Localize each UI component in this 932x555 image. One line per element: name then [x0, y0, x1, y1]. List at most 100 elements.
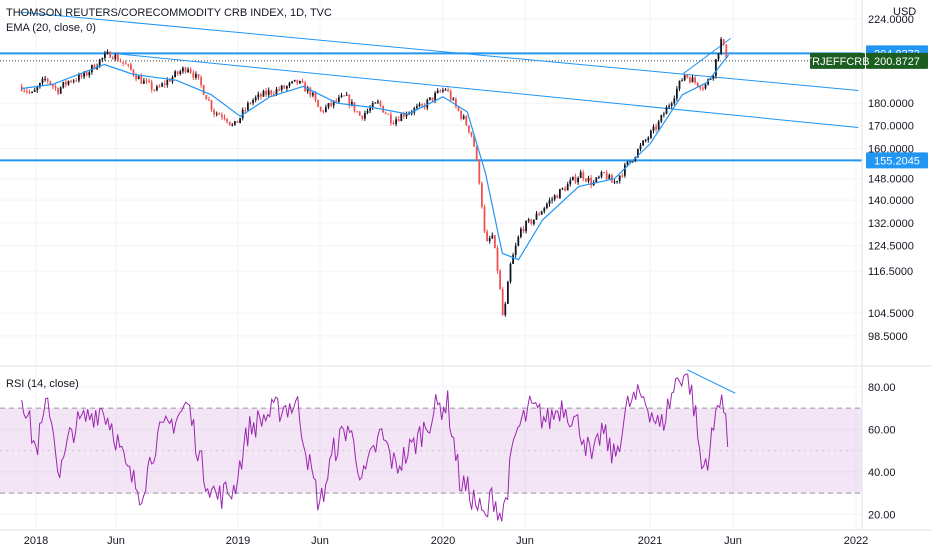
candle-body	[155, 86, 158, 91]
candle-body	[111, 57, 114, 59]
candle-body	[181, 67, 184, 72]
price-tick-label: 116.5000	[868, 266, 913, 278]
candle-body	[688, 77, 691, 83]
candle-body	[548, 200, 551, 204]
x-tick-label: Jun	[311, 535, 329, 547]
currency-label: USD	[893, 6, 917, 18]
candle-body	[114, 54, 117, 59]
candle-body	[467, 125, 470, 133]
candle-body	[218, 113, 221, 115]
candle-body	[31, 91, 33, 93]
price-trendline	[682, 37, 732, 75]
candle-body	[293, 79, 296, 82]
candle-body	[25, 90, 28, 92]
candle-body	[655, 126, 657, 130]
price-tick-label: 170.0000	[868, 120, 914, 132]
candle-body	[51, 84, 54, 87]
price-tick-label: 104.5000	[868, 308, 914, 320]
candle-body	[473, 135, 475, 147]
candle-body	[418, 104, 421, 107]
candle-body	[345, 94, 348, 96]
candle-body	[717, 53, 720, 60]
candle-body	[540, 211, 543, 215]
rsi-legend: RSI (14, close)	[6, 378, 79, 390]
candle-body	[480, 183, 483, 207]
candle-body	[402, 114, 405, 117]
candle-body	[137, 76, 140, 80]
candle-body	[103, 53, 106, 58]
candle-body	[460, 110, 462, 119]
candle-body	[512, 254, 514, 264]
candle-body	[447, 89, 449, 92]
candle-body	[301, 81, 304, 83]
candle-body	[33, 90, 36, 92]
last-price-label: 200.8727	[874, 56, 920, 68]
candle-body	[314, 93, 317, 101]
price-tick-label: 124.5000	[868, 240, 914, 252]
candle-body	[491, 235, 494, 239]
candle-body	[23, 90, 26, 92]
candle-body	[590, 177, 592, 186]
candle-body	[369, 108, 371, 111]
candle-body	[239, 118, 241, 123]
candle-body	[202, 85, 205, 95]
candle-body	[410, 112, 413, 114]
x-tick-label: Jun	[724, 535, 742, 547]
candle-body	[363, 113, 366, 119]
candle-body	[569, 180, 572, 185]
candle-body	[509, 263, 512, 282]
ema-legend: EMA (20, close, 0)	[6, 22, 96, 34]
candle-body	[475, 146, 478, 160]
candle-body	[228, 121, 231, 126]
candle-body	[465, 116, 468, 126]
candle-body	[153, 89, 156, 91]
candle-body	[49, 81, 52, 85]
candle-body	[371, 103, 374, 109]
candle-body	[397, 119, 400, 122]
candle-body	[678, 80, 681, 89]
price-tick-label: 132.0000	[868, 218, 914, 230]
rsi-tick-label: 40.00	[868, 467, 896, 479]
candle-body	[197, 74, 200, 78]
candle-body	[634, 157, 637, 162]
candle-body	[285, 86, 288, 89]
candle-body	[457, 106, 460, 111]
candle-body	[644, 139, 647, 141]
candle-body	[353, 102, 356, 112]
candle-body	[265, 90, 267, 95]
candle-body	[720, 39, 722, 54]
candle-body	[561, 188, 564, 190]
candle-body	[574, 176, 577, 183]
candle-body	[350, 102, 353, 106]
price-trendline	[109, 52, 859, 129]
candle-body	[436, 90, 439, 93]
candle-body	[288, 82, 291, 87]
rsi-tick-label: 60.00	[868, 424, 896, 436]
candle-body	[595, 177, 598, 183]
candle-body	[233, 121, 236, 125]
candle-body	[335, 100, 338, 102]
candle-body	[252, 100, 254, 104]
candle-body	[426, 99, 429, 108]
price-trendline	[19, 11, 859, 92]
candle-body	[704, 84, 707, 89]
candle-body	[140, 76, 143, 84]
rsi-band	[0, 408, 862, 494]
x-tick-label: Jun	[107, 535, 125, 547]
candle-body	[132, 69, 135, 76]
candle-body	[415, 106, 418, 109]
candle-body	[257, 94, 260, 98]
candle-body	[582, 172, 585, 179]
candle-body	[486, 231, 488, 242]
candle-body	[608, 175, 611, 179]
candle-body	[681, 80, 683, 82]
candle-body	[77, 74, 80, 81]
candle-body	[613, 181, 616, 183]
rsi-tick-label: 20.00	[868, 509, 896, 521]
x-tick-label: 2018	[24, 535, 48, 547]
candle-body	[395, 119, 397, 124]
candle-body	[166, 79, 169, 85]
candle-body	[311, 93, 314, 96]
